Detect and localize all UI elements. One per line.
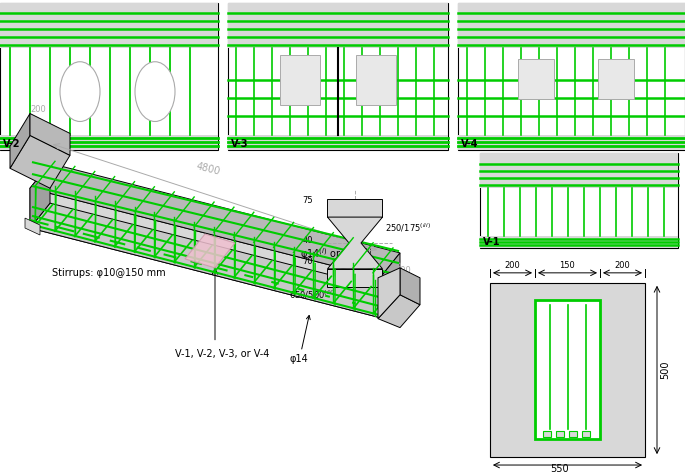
Ellipse shape bbox=[60, 62, 100, 121]
Text: φ10: φ10 bbox=[362, 80, 378, 89]
Polygon shape bbox=[400, 268, 420, 305]
FancyBboxPatch shape bbox=[556, 431, 564, 437]
Text: 200: 200 bbox=[395, 266, 411, 275]
Text: 200: 200 bbox=[30, 105, 46, 114]
Text: φ10: φ10 bbox=[602, 78, 618, 87]
Bar bbox=[327, 199, 382, 217]
Text: φ10: φ10 bbox=[522, 78, 538, 87]
Polygon shape bbox=[30, 188, 380, 318]
Text: 200: 200 bbox=[504, 261, 520, 270]
Bar bbox=[598, 59, 634, 99]
FancyBboxPatch shape bbox=[458, 3, 685, 48]
Polygon shape bbox=[30, 164, 400, 278]
FancyBboxPatch shape bbox=[0, 3, 218, 48]
FancyBboxPatch shape bbox=[228, 3, 448, 150]
FancyBboxPatch shape bbox=[458, 136, 685, 150]
Text: V-3: V-3 bbox=[231, 139, 249, 149]
FancyBboxPatch shape bbox=[480, 154, 678, 188]
Polygon shape bbox=[185, 234, 235, 268]
Polygon shape bbox=[10, 113, 30, 168]
FancyBboxPatch shape bbox=[480, 236, 678, 248]
Text: 75: 75 bbox=[303, 196, 313, 205]
FancyBboxPatch shape bbox=[569, 431, 577, 437]
Text: V-4: V-4 bbox=[461, 139, 479, 149]
Text: 550: 550 bbox=[550, 464, 569, 474]
Text: 250/175$^{(iii)}$: 250/175$^{(iii)}$ bbox=[386, 221, 432, 234]
Bar bbox=[327, 269, 382, 287]
Ellipse shape bbox=[135, 62, 175, 121]
Polygon shape bbox=[378, 295, 420, 328]
Text: V-1: V-1 bbox=[483, 237, 501, 247]
Text: φ10: φ10 bbox=[286, 80, 302, 89]
Text: φ14: φ14 bbox=[290, 316, 310, 365]
Text: φ10: φ10 bbox=[68, 85, 84, 93]
Text: V-2: V-2 bbox=[3, 139, 21, 149]
Polygon shape bbox=[10, 136, 70, 188]
Text: 10: 10 bbox=[386, 272, 396, 281]
FancyBboxPatch shape bbox=[458, 3, 685, 150]
Text: 10: 10 bbox=[386, 285, 396, 294]
FancyBboxPatch shape bbox=[0, 136, 218, 150]
Polygon shape bbox=[25, 218, 40, 235]
Polygon shape bbox=[30, 113, 70, 155]
Text: 650/500$^{(iii)}$: 650/500$^{(iii)}$ bbox=[290, 289, 336, 301]
Polygon shape bbox=[327, 217, 382, 269]
Text: V-1, V-2, V-3, or V-4: V-1, V-2, V-3, or V-4 bbox=[175, 349, 269, 359]
Bar bbox=[518, 59, 554, 99]
FancyBboxPatch shape bbox=[535, 300, 600, 439]
Bar bbox=[356, 55, 396, 105]
Text: 40: 40 bbox=[303, 236, 313, 245]
Text: 70: 70 bbox=[303, 257, 313, 266]
Polygon shape bbox=[378, 268, 400, 319]
FancyBboxPatch shape bbox=[0, 3, 218, 150]
Polygon shape bbox=[30, 203, 400, 318]
FancyBboxPatch shape bbox=[490, 283, 645, 457]
Text: 150: 150 bbox=[559, 261, 575, 270]
Text: φ10: φ10 bbox=[143, 85, 159, 93]
FancyBboxPatch shape bbox=[228, 3, 448, 48]
Polygon shape bbox=[30, 164, 50, 228]
Text: 500: 500 bbox=[660, 361, 670, 379]
Polygon shape bbox=[380, 253, 400, 318]
FancyBboxPatch shape bbox=[582, 431, 590, 437]
Bar bbox=[280, 55, 320, 105]
Text: φ14$^{(i)}$ or φ16$^{(ii)}$: φ14$^{(i)}$ or φ16$^{(ii)}$ bbox=[300, 246, 372, 262]
FancyBboxPatch shape bbox=[543, 431, 551, 437]
FancyBboxPatch shape bbox=[228, 136, 448, 150]
Text: 4800: 4800 bbox=[195, 162, 221, 177]
FancyBboxPatch shape bbox=[480, 154, 678, 248]
Text: 200: 200 bbox=[614, 261, 630, 270]
Text: Stirrups: φ10@150 mm: Stirrups: φ10@150 mm bbox=[52, 268, 166, 278]
